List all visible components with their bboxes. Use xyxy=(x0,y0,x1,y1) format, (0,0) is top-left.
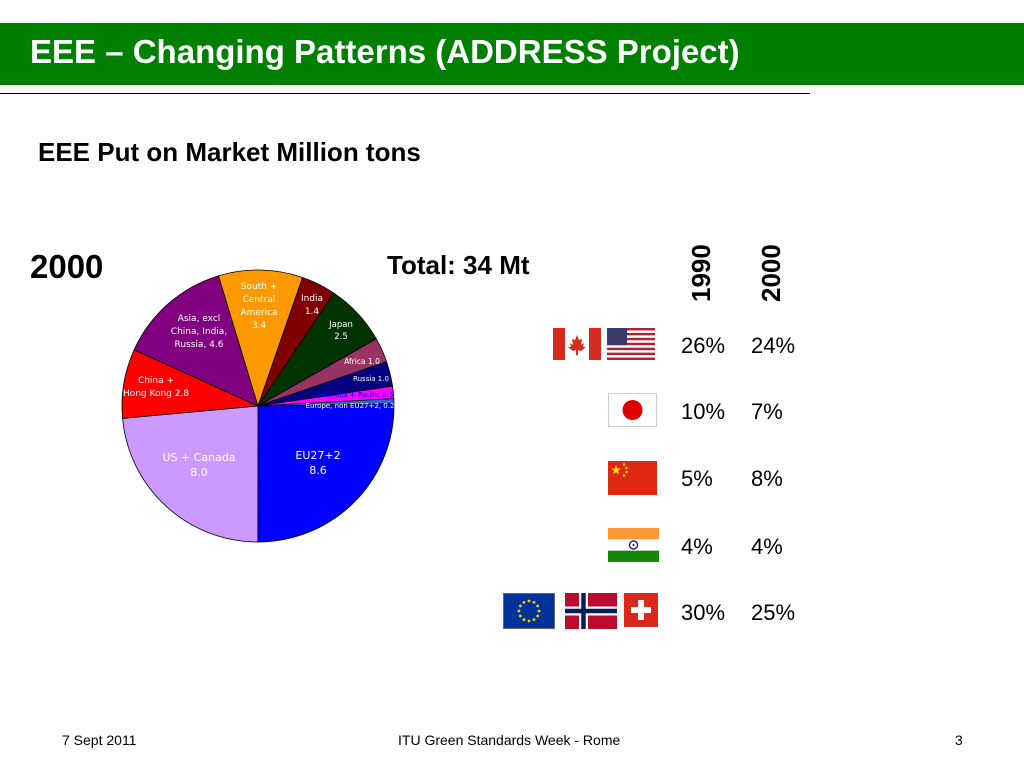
footer-event: ITU Green Standards Week - Rome xyxy=(398,732,621,748)
pie-label-india: India 1.4 xyxy=(301,294,323,317)
title-bar: EEE – Changing Patterns (ADDRESS Project… xyxy=(0,23,1024,85)
footer-date: 7 Sept 2011 xyxy=(62,732,137,748)
chart-title: 2000 xyxy=(30,248,104,285)
usa-flag-icon xyxy=(607,328,655,360)
share-2000-us-canada: 24% xyxy=(751,333,796,358)
switzerland-flag-icon xyxy=(624,593,658,627)
india-flag-icon xyxy=(608,528,659,562)
canada-flag-icon xyxy=(553,328,601,360)
column-header-2000: 2000 xyxy=(756,244,786,302)
share-1990-china: 5% xyxy=(681,466,713,491)
footer-page-number: 3 xyxy=(955,732,963,748)
pie-slice-asia-excl-china-india-russia xyxy=(133,275,259,407)
pie-slice-europe-non-eu27-2 xyxy=(257,398,395,407)
pie-label-asia-excl-china-india-russia: Asia, excl China, India, Russia, 4.6 xyxy=(171,314,227,350)
eu-flag-icon xyxy=(503,593,555,629)
chart-total: Total: 34 Mt xyxy=(387,250,530,280)
share-2000-eu27-2: 25% xyxy=(751,600,796,625)
share-2000-china: 8% xyxy=(751,466,783,491)
share-2000-india: 4% xyxy=(751,534,783,559)
slide-subtitle: EEE Put on Market Million tons xyxy=(38,137,421,167)
share-1990-japan: 10% xyxy=(681,399,726,424)
pie-label-china-hong-kong: China + Hong Kong 2.8 xyxy=(123,376,189,399)
pie-label-africa: Africa 1.0 xyxy=(344,357,380,366)
pie-slice-eu27-2 xyxy=(257,403,395,543)
share-1990-eu27-2: 30% xyxy=(681,600,726,625)
pie-slice-us-canada xyxy=(122,405,259,543)
pie-label-australia-pacific: Australia + Pacific 0.5 xyxy=(317,391,394,399)
pie-label-europe-non-eu27-2: Europe, non EU27+2, 0.2 xyxy=(306,402,395,410)
pie-slice-south-central-america xyxy=(218,269,304,408)
pie-label-us-canada: US + Canada 8.0 xyxy=(162,451,235,479)
china-flag-icon xyxy=(608,461,657,495)
column-header-1990: 1990 xyxy=(686,244,716,302)
pie-label-eu27-2: EU27+2 8.6 xyxy=(295,449,340,477)
slide-title: EEE – Changing Patterns (ADDRESS Project… xyxy=(30,33,740,70)
title-divider xyxy=(0,93,810,94)
pie-label-south-central-america: South + Central America 3.4 xyxy=(240,282,277,331)
japan-flag-icon xyxy=(608,393,657,427)
norway-flag-icon xyxy=(565,593,617,629)
pie-label-japan: Japan 2.5 xyxy=(328,320,353,342)
share-2000-japan: 7% xyxy=(751,399,783,424)
share-1990-india: 4% xyxy=(681,534,713,559)
share-1990-us-canada: 26% xyxy=(681,333,726,358)
pie-label-russia: Russia 1.0 xyxy=(353,375,389,383)
